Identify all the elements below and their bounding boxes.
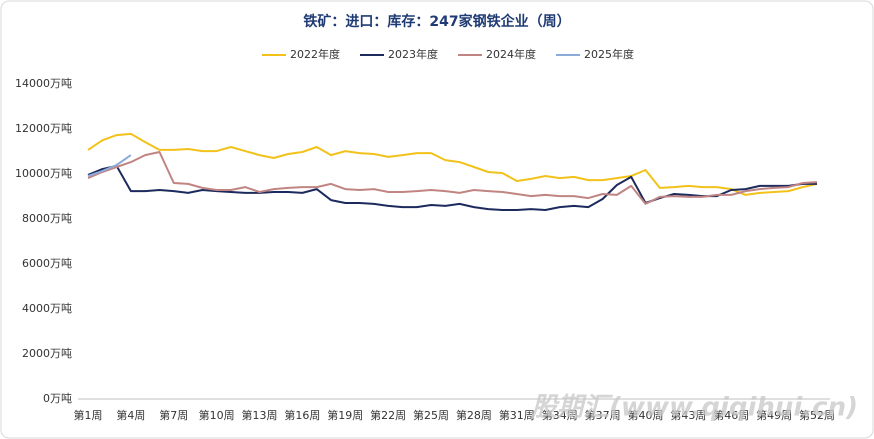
y-tick-label: 4000万吨 xyxy=(22,302,72,315)
x-tick-label: 第7周 xyxy=(159,408,188,422)
series-line xyxy=(87,132,818,196)
y-tick-label: 2000万吨 xyxy=(22,347,72,360)
x-tick-label: 第49周 xyxy=(756,408,792,422)
x-tick-label: 第13周 xyxy=(242,408,278,422)
x-tick-label: 第10周 xyxy=(199,408,235,422)
series-line xyxy=(87,164,817,211)
x-tick-label: 第52周 xyxy=(799,408,835,422)
y-tick-label: 10000万吨 xyxy=(15,167,72,180)
x-tick-label: 第22周 xyxy=(370,408,406,422)
x-tick-label: 第28周 xyxy=(456,408,492,422)
y-tick-label: 6000万吨 xyxy=(22,257,72,270)
x-tick-label: 第16周 xyxy=(284,408,320,422)
x-tick-label: 第19周 xyxy=(327,408,363,422)
x-tick-label: 第40周 xyxy=(627,408,663,422)
x-tick-label: 第37周 xyxy=(585,408,621,422)
y-tick-label: 0万吨 xyxy=(43,392,72,405)
series-line xyxy=(87,151,818,205)
series-line xyxy=(87,154,132,177)
x-tick-label: 第25周 xyxy=(413,408,449,422)
x-tick-label: 第43周 xyxy=(670,408,706,422)
chart-title: 铁矿：进口：库存：247家钢铁企业（周） xyxy=(303,13,570,30)
x-tick-label: 第1周 xyxy=(74,408,103,422)
x-tick-label: 第34周 xyxy=(542,408,578,422)
x-tick-label: 第46周 xyxy=(713,408,749,422)
legend-label: 2023年度 xyxy=(388,47,438,61)
legend-label: 2022年度 xyxy=(290,47,340,61)
legend-label: 2025年度 xyxy=(584,47,634,61)
legend-label: 2024年度 xyxy=(486,47,536,61)
x-tick-label: 第4周 xyxy=(116,408,145,422)
y-tick-label: 12000万吨 xyxy=(15,122,72,135)
y-tick-label: 8000万吨 xyxy=(22,212,72,225)
watermark: 股期汇(www.qiqihui.cn) xyxy=(530,393,858,423)
y-tick-label: 14000万吨 xyxy=(15,77,72,90)
x-tick-label: 第31周 xyxy=(499,408,535,422)
